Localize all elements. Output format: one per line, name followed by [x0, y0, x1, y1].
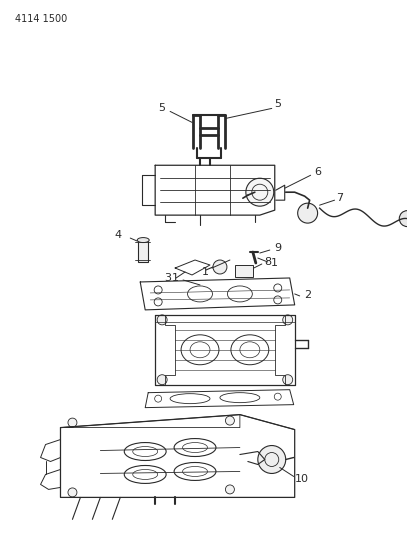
Bar: [235, 265, 253, 277]
Text: 6: 6: [314, 167, 321, 177]
Text: 4: 4: [115, 230, 122, 240]
Circle shape: [226, 485, 235, 494]
Bar: [138, 240, 148, 262]
Circle shape: [157, 375, 167, 385]
Circle shape: [298, 203, 317, 223]
Circle shape: [283, 315, 293, 325]
Text: 5: 5: [274, 100, 281, 109]
Text: 10: 10: [295, 474, 309, 484]
Text: 1: 1: [172, 273, 179, 283]
Circle shape: [68, 418, 77, 427]
Circle shape: [68, 488, 77, 497]
Text: 8: 8: [264, 257, 271, 267]
Text: 4114 1500: 4114 1500: [15, 14, 67, 23]
Text: 1: 1: [202, 267, 208, 277]
Circle shape: [246, 178, 274, 206]
Text: 5: 5: [159, 103, 166, 114]
Text: 3: 3: [164, 273, 172, 283]
Text: 9: 9: [274, 243, 281, 253]
Circle shape: [157, 315, 167, 325]
Text: 7: 7: [336, 193, 343, 203]
Circle shape: [283, 375, 293, 385]
Ellipse shape: [137, 238, 149, 243]
Circle shape: [399, 211, 408, 227]
Circle shape: [213, 260, 227, 274]
Text: 2: 2: [304, 290, 311, 300]
Circle shape: [258, 446, 286, 473]
Text: 1: 1: [271, 258, 278, 268]
Circle shape: [226, 416, 235, 425]
